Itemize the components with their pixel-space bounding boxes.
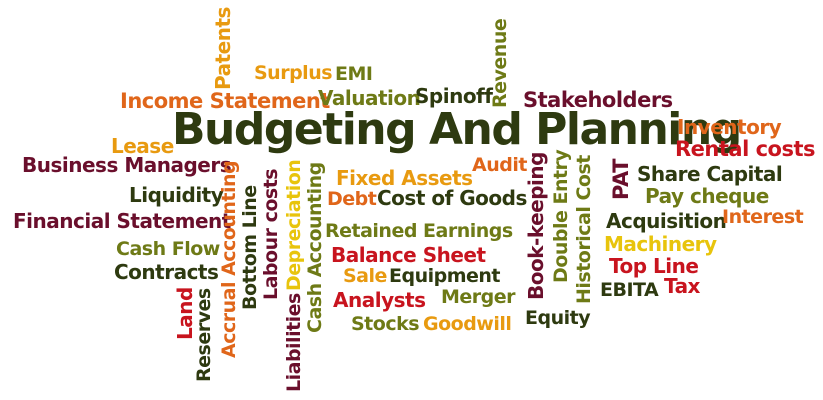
word-patents: Patents	[211, 7, 235, 90]
word-land: Land	[173, 287, 197, 340]
word-machinery: Machinery	[604, 232, 717, 256]
word-liabilities: Liabilities	[283, 293, 305, 392]
word-labour-costs: Labour costs	[260, 168, 282, 300]
word-business-managers: Business Managers	[22, 153, 232, 177]
word-reserves: Reserves	[193, 288, 215, 382]
word-valuation: Valuation	[318, 86, 421, 110]
word-top-line: Top Line	[609, 254, 699, 278]
word-interest: Interest	[722, 206, 804, 228]
word-cash-accounting: Cash Accounting	[304, 162, 326, 333]
word-financial-statement: Financial Statement	[13, 209, 231, 233]
word-balance-sheet: Balance Sheet	[331, 243, 486, 267]
word-share-capital: Share Capital	[637, 162, 783, 186]
word-emi: EMI	[335, 63, 373, 85]
word-depreciation: Depreciation	[283, 159, 305, 291]
word-merger: Merger	[441, 286, 516, 308]
word-equipment: Equipment	[389, 265, 501, 287]
word-lease: Lease	[111, 134, 174, 158]
word-pat: PAT	[609, 159, 633, 200]
word-contracts: Contracts	[114, 260, 219, 284]
word-accrual-accounting: Accrual Accounting	[218, 160, 240, 358]
word-bottom-line: Bottom Line	[239, 185, 261, 310]
word-pay-cheque: Pay cheque	[645, 184, 769, 208]
word-cash-flow: Cash Flow	[116, 238, 220, 260]
word-ebita: EBITA	[600, 279, 659, 301]
word-goodwill: Goodwill	[423, 313, 512, 335]
word-spinoff: Spinoff	[415, 84, 493, 108]
word-liquidity: Liquidity	[129, 183, 224, 207]
word-stocks: Stocks	[351, 313, 420, 335]
word-sale: Sale	[343, 265, 387, 287]
word-fixed-assets: Fixed Assets	[336, 166, 473, 190]
word-surplus: Surplus	[254, 62, 333, 84]
word-revenue: Revenue	[489, 18, 511, 108]
word-budgeting-and-planning: Budgeting And Planning	[172, 104, 742, 155]
word-inventory: Inventory	[677, 115, 782, 139]
word-book-keeping: Book-keeping	[524, 152, 548, 300]
word-historical-cost: Historical Cost	[573, 155, 595, 304]
word-equity: Equity	[525, 307, 591, 329]
word-double-entry: Double Entry	[550, 149, 572, 283]
word-tax: Tax	[664, 274, 700, 298]
word-debt: Debt	[327, 188, 377, 210]
word-stakeholders: Stakeholders	[523, 88, 673, 112]
word-acquisition: Acquisition	[606, 209, 727, 233]
word-rental-costs: Rental costs	[675, 137, 816, 161]
word-retained-earnings: Retained Earnings	[325, 220, 513, 242]
word-audit: Audit	[472, 154, 527, 176]
word-cost-of-goods: Cost of Goods	[377, 186, 527, 210]
word-income-statement: Income Statement	[120, 89, 330, 113]
word-analysts: Analysts	[333, 288, 426, 312]
